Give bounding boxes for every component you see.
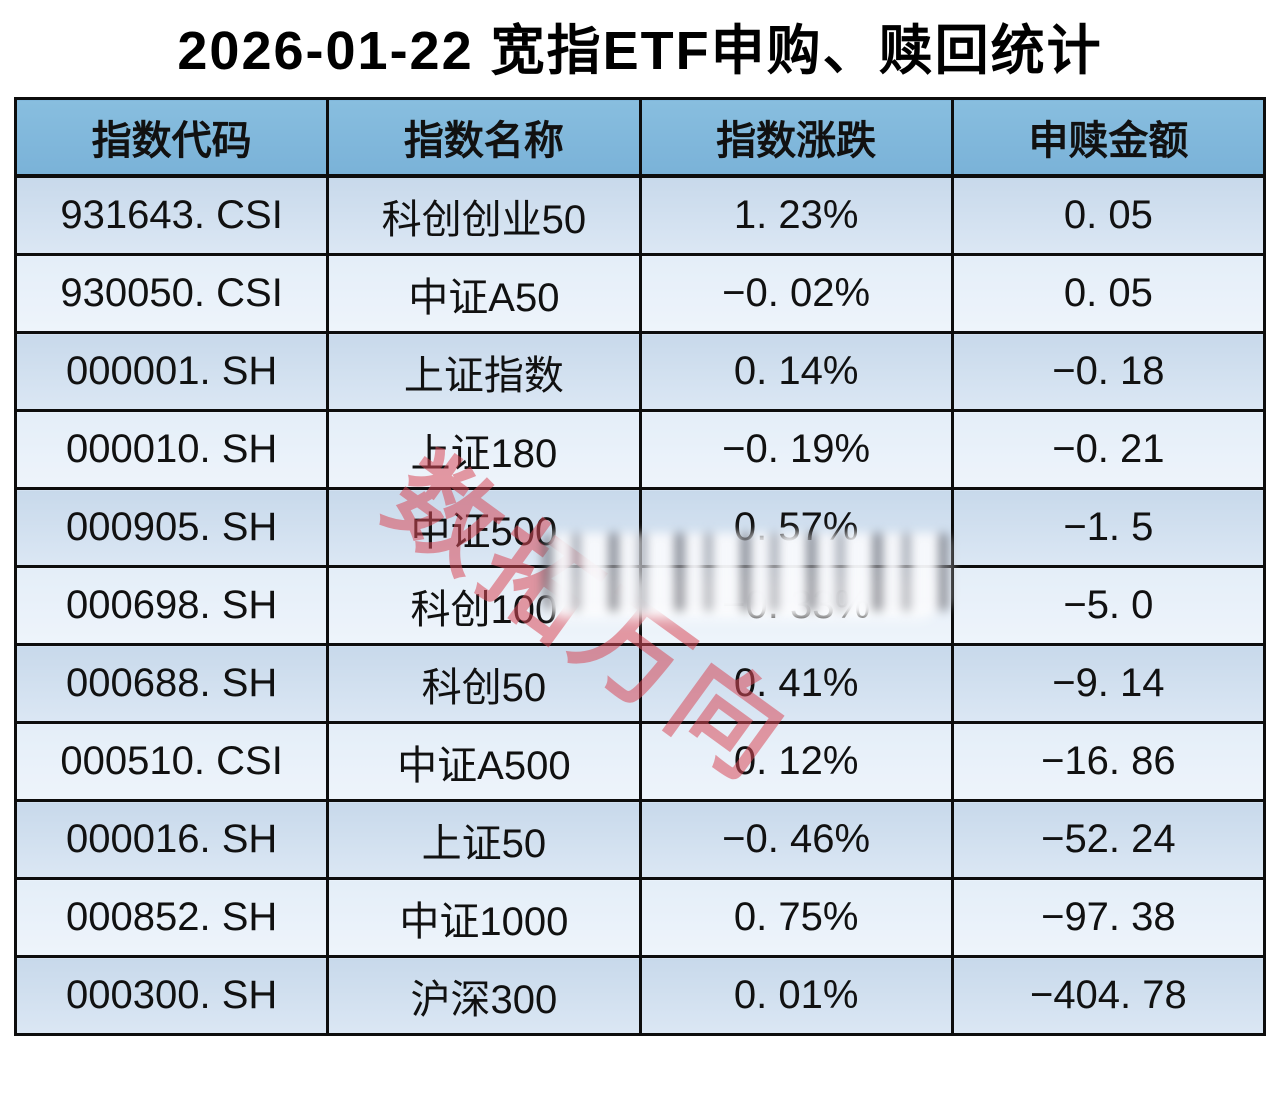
cell-index-name: 科创创业50 [326, 174, 642, 256]
cell-index-code: 000016. SH [13, 799, 330, 880]
cell-index-name: 中证1000 [326, 877, 642, 958]
table-row: 000010. SH 上证180 −0. 19% −0. 21 [13, 409, 1267, 490]
cell-index-code: 930050. CSI [13, 253, 330, 334]
col-header-index-name: 指数名称 [326, 97, 642, 178]
table-row: 931643. CSI 科创创业50 1. 23% 0. 05 [13, 174, 1267, 256]
table-row: 000001. SH 上证指数 0. 14% −0. 18 [13, 331, 1267, 412]
table-header: 指数代码 指数名称 指数涨跌 申赎金额 [13, 97, 1267, 178]
cell-index-change: 0. 01% [638, 955, 954, 1036]
cell-index-name: 中证A500 [326, 721, 642, 802]
table-row: 930050. CSI 中证A50 −0. 02% 0. 05 [13, 253, 1267, 334]
cell-amount: −1. 5 [950, 487, 1267, 568]
cell-index-name: 沪深300 [326, 955, 642, 1036]
blurred-smudge [543, 533, 951, 611]
table-body: 931643. CSI 科创创业50 1. 23% 0. 05 930050. CSI 中… [13, 174, 1267, 1036]
cell-amount: −97. 38 [950, 877, 1267, 958]
table-row: 000300. SH 沪深300 0. 01% −404. 78 [13, 955, 1267, 1036]
cell-index-change: −0. 19% [638, 409, 954, 490]
cell-index-name: 上证50 [326, 799, 642, 880]
cell-index-code: 000688. SH [13, 643, 330, 724]
cell-amount: −52. 24 [950, 799, 1267, 880]
cell-index-code: 931643. CSI [13, 174, 330, 256]
col-header-amount: 申赎金额 [950, 97, 1267, 178]
cell-index-change: 0. 12% [638, 721, 954, 802]
cell-index-code: 000300. SH [13, 955, 330, 1036]
cell-amount: −5. 0 [950, 565, 1267, 646]
cell-index-code: 000905. SH [13, 487, 330, 568]
table-row: 000016. SH 上证50 −0. 46% −52. 24 [13, 799, 1267, 880]
cell-index-code: 000001. SH [13, 331, 330, 412]
cell-index-name: 上证指数 [326, 331, 642, 412]
cell-amount: −16. 86 [950, 721, 1267, 802]
cell-index-code: 000698. SH [13, 565, 330, 646]
cell-amount: 0. 05 [950, 174, 1267, 256]
col-header-index-code: 指数代码 [13, 97, 330, 178]
table-row: 000688. SH 科创50 0. 41% −9. 14 [13, 643, 1267, 724]
cell-index-change: −0. 02% [638, 253, 954, 334]
cell-amount: −0. 18 [950, 331, 1267, 412]
cell-index-change: −0. 46% [638, 799, 954, 880]
cell-index-code: 000852. SH [13, 877, 330, 958]
cell-index-change: 0. 41% [638, 643, 954, 724]
cell-amount: −0. 21 [950, 409, 1267, 490]
cell-index-name: 上证180 [326, 409, 642, 490]
cell-index-change: 0. 14% [638, 331, 954, 412]
cell-amount: −404. 78 [950, 955, 1267, 1036]
cell-amount: 0. 05 [950, 253, 1267, 334]
cell-index-code: 000510. CSI [13, 721, 330, 802]
cell-index-name: 中证A50 [326, 253, 642, 334]
cell-index-change: 1. 23% [638, 174, 954, 256]
cell-index-code: 000010. SH [13, 409, 330, 490]
table-row: 000510. CSI 中证A500 0. 12% −16. 86 [13, 721, 1267, 802]
table-row: 000905. SH 中证500 0. 57% −1. 5 [13, 487, 1267, 568]
col-header-index-change: 指数涨跌 [638, 97, 954, 178]
etf-statistics-table: 指数代码 指数名称 指数涨跌 申赎金额 931643. CSI 科创创业50 1. … [13, 97, 1267, 1036]
cell-index-name: 科创50 [326, 643, 642, 724]
table-row: 000852. SH 中证1000 0. 75% −97. 38 [13, 877, 1267, 958]
cell-index-change: 0. 75% [638, 877, 954, 958]
cell-amount: −9. 14 [950, 643, 1267, 724]
page-title: 2026-01-22 宽指ETF申购、赎回统计 [177, 21, 1103, 81]
header-row: 指数代码 指数名称 指数涨跌 申赎金额 [13, 97, 1267, 178]
